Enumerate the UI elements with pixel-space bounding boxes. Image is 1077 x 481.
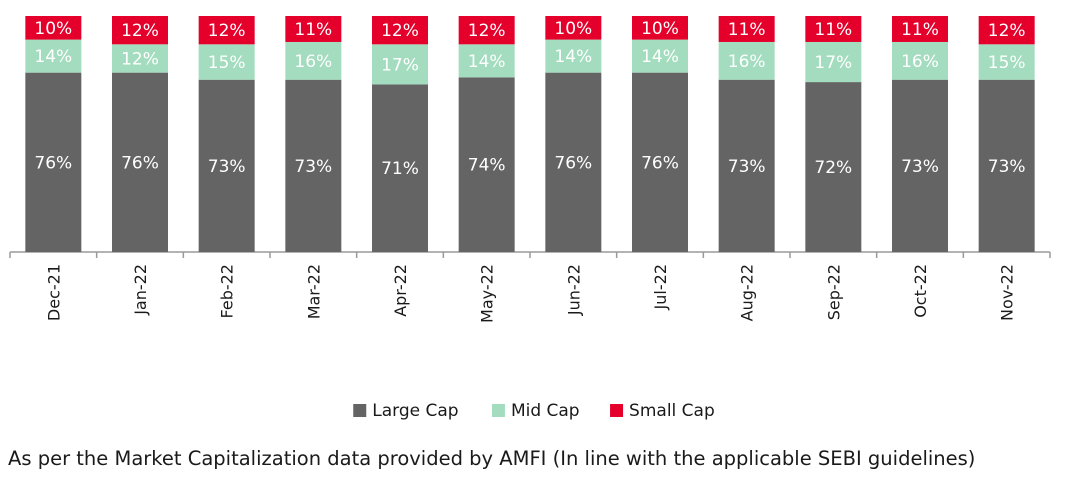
data-label-large-cap: 76% [554, 153, 592, 173]
x-tick-label: Jun-22 [564, 264, 583, 316]
legend-swatch-small-cap [610, 404, 624, 417]
data-label-mid-cap: 17% [381, 55, 419, 75]
footnote: As per the Market Capitalization data pr… [8, 447, 976, 470]
bar-large-cap [285, 79, 342, 252]
bar-mid-cap [372, 44, 428, 85]
bar-large-cap [978, 79, 1035, 252]
data-label-large-cap: 76% [641, 153, 679, 173]
bar-small-cap [458, 16, 515, 45]
bar-mid-cap [978, 44, 1035, 80]
data-label-mid-cap: 15% [988, 53, 1026, 73]
data-label-mid-cap: 14% [34, 47, 72, 67]
data-label-small-cap: 11% [901, 20, 939, 40]
data-label-large-cap: 71% [381, 159, 419, 179]
x-tick-label: May-22 [478, 264, 497, 323]
bar-mid-cap [632, 39, 688, 73]
data-label-large-cap: 73% [728, 157, 766, 177]
bar-small-cap [718, 16, 775, 42]
data-label-mid-cap: 14% [641, 47, 679, 67]
data-label-small-cap: 11% [728, 20, 766, 40]
data-label-mid-cap: 16% [728, 52, 766, 72]
x-tick-label: Apr-22 [391, 264, 410, 317]
x-tick-label: Mar-22 [304, 264, 323, 319]
bar-large-cap [718, 79, 775, 252]
bar-mid-cap [805, 41, 862, 83]
data-label-mid-cap: 14% [468, 52, 506, 72]
bar-mid-cap [198, 44, 255, 80]
bar-mid-cap [458, 44, 515, 78]
bar-small-cap [112, 16, 168, 45]
bar-mid-cap [112, 44, 168, 73]
legend-label-small-cap: Small Cap [629, 401, 715, 421]
data-label-large-cap: 73% [901, 157, 939, 177]
data-label-small-cap: 10% [554, 19, 592, 39]
data-label-small-cap: 12% [381, 21, 419, 41]
bar-large-cap [112, 72, 168, 252]
bar-small-cap [978, 16, 1035, 45]
bar-large-cap [372, 84, 428, 252]
bar-large-cap [545, 72, 602, 252]
legend-swatch-mid-cap [491, 404, 505, 417]
data-label-mid-cap: 12% [121, 49, 159, 69]
x-tick-label: Jul-22 [651, 264, 670, 310]
bar-small-cap [198, 16, 255, 45]
x-tick-label: Dec-21 [44, 264, 63, 321]
bar-large-cap [805, 82, 862, 252]
bar-mid-cap [718, 41, 775, 80]
data-label-large-cap: 76% [34, 153, 72, 173]
bar-large-cap [892, 79, 948, 252]
data-label-mid-cap: 16% [294, 52, 332, 72]
data-label-large-cap: 76% [121, 153, 159, 173]
bar-small-cap [285, 16, 342, 42]
data-label-mid-cap: 16% [901, 52, 939, 72]
bar-mid-cap [25, 39, 82, 73]
data-label-large-cap: 73% [294, 157, 332, 177]
bar-mid-cap [545, 39, 602, 73]
x-tick-label: Aug-22 [738, 264, 757, 321]
bar-small-cap [805, 16, 862, 42]
bar-small-cap [545, 16, 602, 40]
bar-small-cap [25, 16, 82, 40]
x-tick-label: Feb-22 [218, 264, 237, 318]
bar-small-cap [892, 16, 948, 42]
bar-large-cap [198, 79, 255, 252]
data-label-mid-cap: 15% [208, 53, 246, 73]
data-label-large-cap: 74% [468, 156, 506, 176]
data-label-small-cap: 12% [208, 21, 246, 41]
data-label-mid-cap: 17% [814, 53, 852, 73]
data-label-small-cap: 12% [468, 21, 506, 41]
legend-label-large-cap: Large Cap [372, 401, 458, 421]
data-label-large-cap: 73% [988, 157, 1026, 177]
x-tick-label: Sep-22 [824, 264, 843, 320]
bar-large-cap [25, 72, 82, 252]
data-label-small-cap: 12% [988, 21, 1026, 41]
bar-large-cap [632, 72, 688, 252]
data-label-large-cap: 73% [208, 157, 246, 177]
bar-small-cap [632, 16, 688, 40]
data-label-small-cap: 11% [814, 20, 852, 40]
legend-swatch-large-cap [353, 404, 367, 417]
x-tick-label: Oct-22 [911, 264, 930, 318]
data-label-small-cap: 11% [294, 20, 332, 40]
data-label-small-cap: 10% [641, 19, 679, 39]
data-label-large-cap: 72% [814, 158, 852, 178]
data-label-mid-cap: 14% [554, 47, 592, 67]
legend-label-mid-cap: Mid Cap [511, 401, 580, 421]
bar-mid-cap [285, 41, 342, 80]
bar-mid-cap [892, 41, 948, 80]
bar-large-cap [458, 77, 515, 252]
x-tick-label: Jan-22 [131, 264, 150, 316]
data-label-small-cap: 10% [34, 19, 72, 39]
data-label-small-cap: 12% [121, 21, 159, 41]
x-tick-label: Nov-22 [998, 264, 1017, 321]
bar-small-cap [372, 16, 428, 45]
stacked-bar-chart: 76% 14% 10% Dec-21 76% 12% 12% Jan-22 73% 15% 12% F… [9, 16, 1051, 421]
